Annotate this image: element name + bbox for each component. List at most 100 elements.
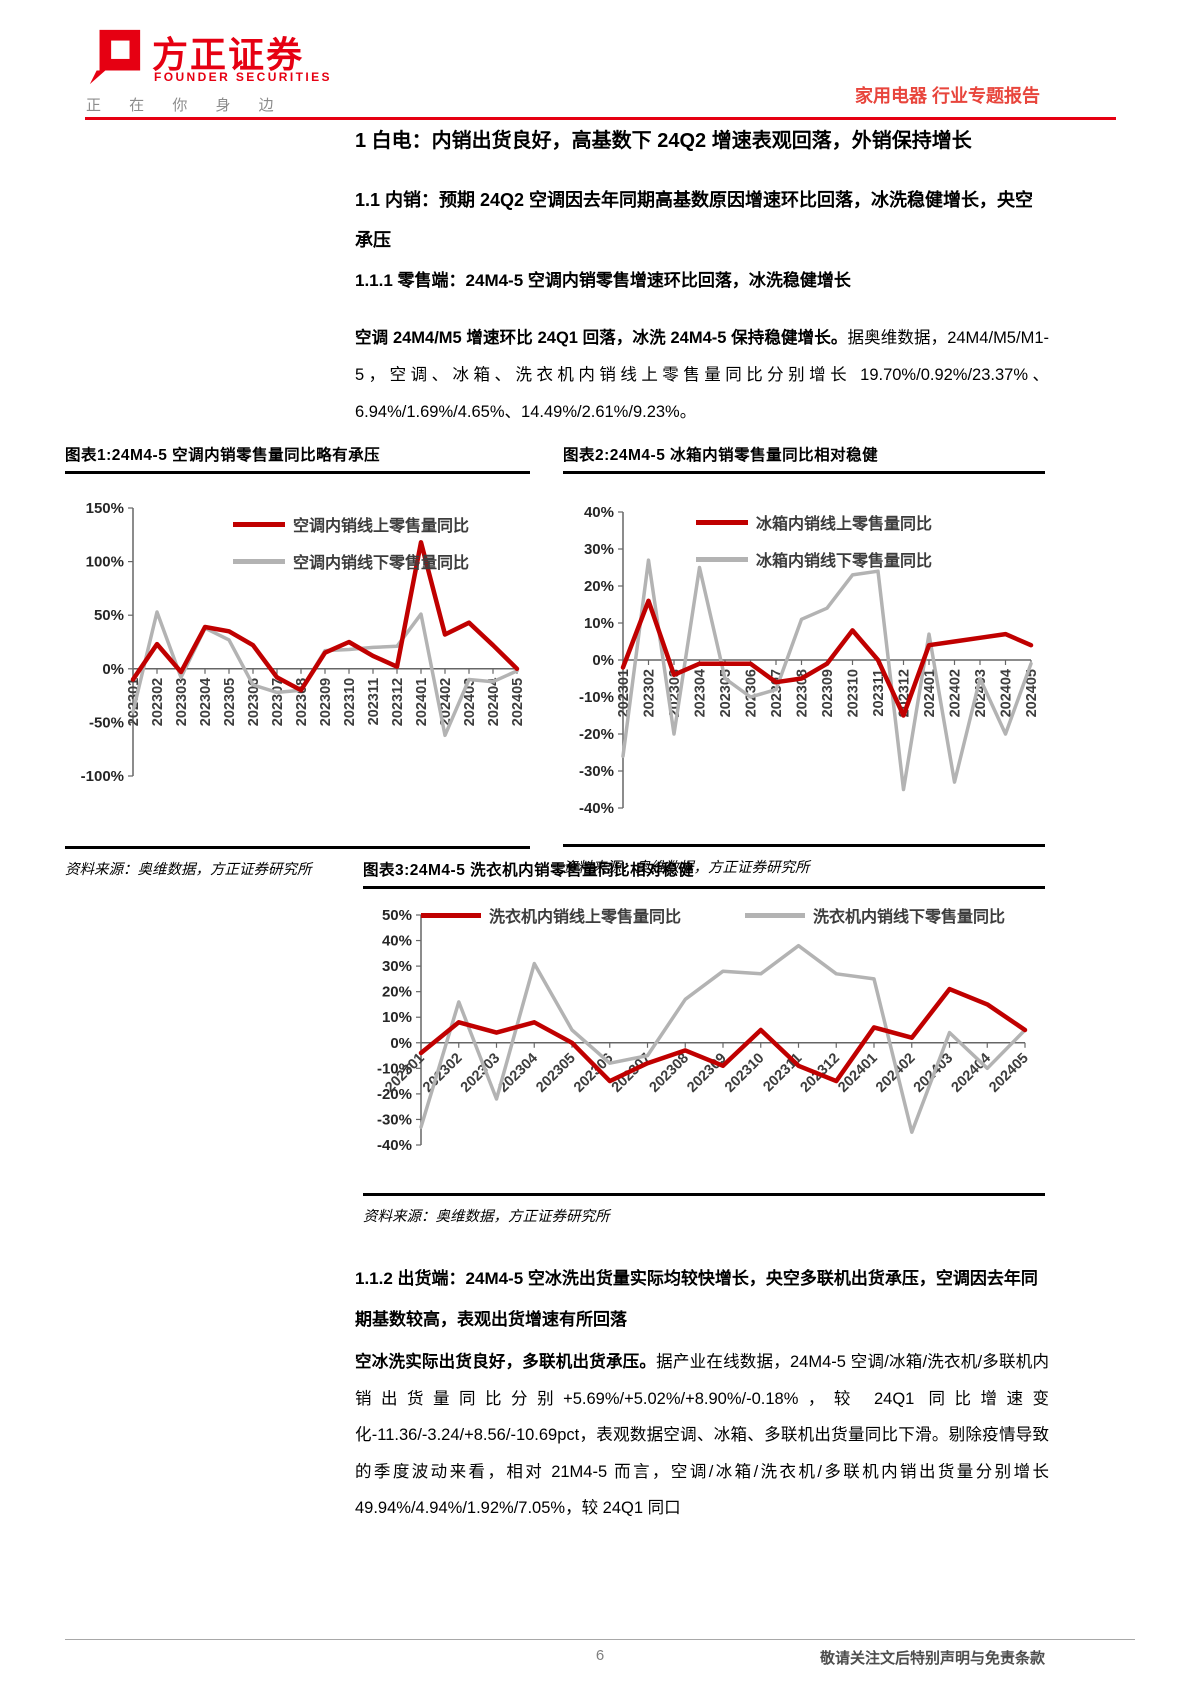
figure-2-title: 图表2:24M4-5 冰箱内销零售量同比相对稳健 [563,443,1045,474]
svg-text:202305: 202305 [533,1050,579,1096]
svg-text:202306: 202306 [246,678,262,726]
svg-text:202304: 202304 [693,669,709,717]
svg-text:30%: 30% [382,958,412,975]
legend-label: 洗衣机内销线下零售量同比 [813,909,1006,926]
chart-svg-1: -100%-50%0%50%100%150%202301 202302 202303… [81,500,525,785]
svg-text:-40%: -40% [579,800,614,817]
founder-securities-logo-icon [86,28,144,91]
svg-text:40%: 40% [382,933,412,950]
report-category-tag: 家用电器 行业专题报告 [855,86,1040,106]
legend-label: 洗衣机内销线上零售量同比 [489,909,682,926]
figure-3-chart-area: -40% -30% -20% -10% 0% 10% 20% 30% 40% 50% 202301 2… [363,901,1045,1193]
svg-text:202307: 202307 [270,678,286,726]
svg-text:30%: 30% [584,541,614,558]
svg-text:202401: 202401 [922,669,938,717]
figure-2-line-chart: -40% -30% -20% -10% 0% 10% 20% 30% 40% 202301 2023… [563,486,1045,844]
logo-slogan: 正 在 你 身 边 [86,97,286,114]
footer-disclaimer: 敬请关注文后特别声明与免责条款 [819,1650,1045,1667]
figure-1: 图表1:24M4-5 空调内销零售量同比略有承压 -100% -50% 0% 50% 1… [65,443,530,879]
section-heading-1-1-2: 1.1.2 出货端：24M4-5 空冰洗出货量实际均较快增长，央空多联机出货承压… [355,1269,1038,1329]
chart-svg-3: -40%-30%-20%-10%0%10%20%30%40%50%2023012… [377,907,1032,1154]
svg-text:202404: 202404 [999,669,1015,717]
figure-1-line-chart: -100% -50% 0% 50% 100% 150% 202301 202302 202303… [65,486,530,846]
svg-text:202402: 202402 [948,669,964,717]
figure-1-title: 图表1:24M4-5 空调内销零售量同比略有承压 [65,443,530,474]
footer-divider [65,1639,1135,1640]
section-heading-1: 1 白电：内销出货良好，高基数下 24Q2 增速表观回落，外销保持增长 [355,130,972,152]
logo-company-name-en: FOUNDER SECURITIES [154,70,332,84]
svg-text:0%: 0% [102,661,124,678]
svg-text:20%: 20% [382,984,412,1001]
svg-text:-50%: -50% [89,714,124,731]
svg-text:10%: 10% [382,1009,412,1026]
svg-text:202306: 202306 [571,1050,617,1096]
svg-text:202404: 202404 [486,678,502,726]
paragraph-shipments-body: 据产业在线数据，24M4-5 空调/冰箱/洗衣机/多联机内销出货量同比分别+5.… [355,1353,1050,1517]
figure-3-legend: 洗衣机内销线上零售量同比 洗衣机内销线下零售量同比 [421,903,1005,927]
figure-1-legend: 空调内销线上零售量同比 空调内销线下零售量同比 [233,512,469,573]
svg-text:202405: 202405 [510,678,525,726]
svg-text:202405: 202405 [1024,669,1040,717]
svg-text:202403: 202403 [973,669,989,717]
svg-text:202310: 202310 [722,1050,768,1096]
figure-2-chart-area: -40% -30% -20% -10% 0% 10% 20% 30% 40% 202301 2023… [563,486,1045,844]
svg-text:202404: 202404 [949,1050,995,1096]
svg-text:-30%: -30% [377,1111,412,1128]
paragraph-shipments: 空冰洗实际出货良好，多联机出货承压。据产业在线数据，24M4-5 空调/冰箱/洗… [355,1344,1049,1527]
figure-3-line-chart: -40% -30% -20% -10% 0% 10% 20% 30% 40% 50% 202301 2… [363,901,1045,1193]
paragraph-retail-lead: 空调 24M4/M5 增速环比 24Q1 回落，冰洗 24M4-5 保持稳健增长… [355,329,848,347]
svg-text:202303: 202303 [174,678,190,726]
paragraph-shipments-lead: 空冰洗实际出货良好，多联机出货承压。 [355,1353,657,1371]
svg-text:50%: 50% [382,907,412,924]
svg-text:202302: 202302 [150,678,166,726]
figure-3-title: 图表3:24M4-5 洗衣机内销零售量同比相对稳健 [363,858,1045,889]
svg-text:202311: 202311 [366,678,382,726]
svg-text:-10%: -10% [579,689,614,706]
legend-label: 空调内销线上零售量同比 [293,518,470,535]
svg-text:-30%: -30% [579,763,614,780]
svg-text:202311: 202311 [760,1050,805,1095]
svg-text:-20%: -20% [579,726,614,743]
svg-text:10%: 10% [584,615,614,632]
svg-text:-40%: -40% [377,1137,412,1154]
svg-text:202311: 202311 [871,669,887,717]
legend-item-offline: 空调内销线下零售量同比 [233,549,469,573]
figure-3: 图表3:24M4-5 洗衣机内销零售量同比相对稳健 -40% -30% -20% -1… [363,858,1045,1226]
svg-text:202309: 202309 [820,669,836,717]
red-line-swatch [421,912,481,918]
svg-text:-100%: -100% [81,768,124,785]
figure-2-legend: 冰箱内销线上零售量同比 冰箱内销线下零售量同比 [696,510,932,571]
legend-item-offline: 冰箱内销线下零售量同比 [696,547,932,571]
gray-line-swatch [696,556,748,562]
svg-text:20%: 20% [584,578,614,595]
paragraph-retail: 空调 24M4/M5 增速环比 24Q1 回落，冰洗 24M4-5 保持稳健增长… [355,320,1049,431]
svg-text:202403: 202403 [462,678,478,726]
figure-2-source: 资料来源：奥维数据，方正证券研究所 [563,844,1045,877]
figure-1-source: 资料来源：奥维数据，方正证券研究所 [65,846,530,879]
section-heading-1-1: 1.1 内销：预期 24Q2 空调因去年同期高基数原因增速环比回落，冰洗稳健增长… [355,190,1034,250]
svg-text:-20%: -20% [377,1086,412,1103]
red-line-swatch [696,519,748,525]
legend-item-online: 空调内销线上零售量同比 [233,512,469,536]
logo-company-name: 方正证券 [152,34,305,75]
section-heading-1-1-1: 1.1.1 零售端：24M4-5 空调内销零售增速环比回落，冰洗稳健增长 [355,271,851,290]
svg-text:202306: 202306 [744,669,760,717]
svg-text:-10%: -10% [377,1060,412,1077]
svg-text:40%: 40% [584,504,614,521]
svg-text:100%: 100% [86,554,124,571]
svg-text:202304: 202304 [198,678,214,726]
svg-text:202310: 202310 [342,678,358,726]
svg-text:202310: 202310 [846,669,862,717]
svg-text:150%: 150% [86,500,124,517]
svg-text:202305: 202305 [222,678,238,726]
svg-text:0%: 0% [390,1035,412,1052]
page-number: 6 [595,1647,605,1664]
svg-text:202302: 202302 [642,669,658,717]
svg-text:0%: 0% [592,652,614,669]
svg-text:202401: 202401 [414,678,430,726]
figure-3-source: 资料来源：奥维数据，方正证券研究所 [363,1193,1045,1226]
svg-text:202309: 202309 [318,678,334,726]
legend-label: 冰箱内销线上零售量同比 [756,516,933,533]
svg-text:202312: 202312 [390,678,406,726]
